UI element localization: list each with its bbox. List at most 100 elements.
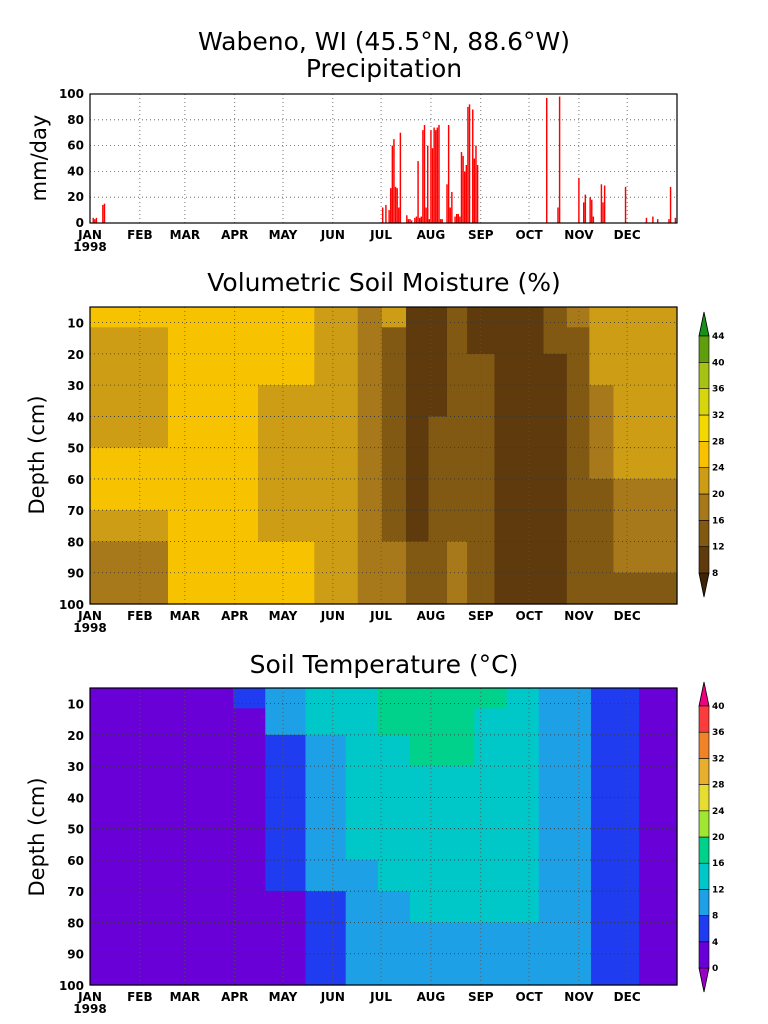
temperature-cell — [410, 891, 443, 924]
moisture-cell — [521, 478, 545, 511]
moisture-ytick: 100 — [59, 598, 84, 612]
moisture-xtick-oct: OCT — [515, 609, 543, 623]
precip-bar — [578, 177, 580, 223]
precip-bar — [95, 217, 98, 223]
moisture-colorbar-label: 12 — [712, 543, 725, 553]
temperature-cell — [663, 953, 678, 986]
moisture-ytick: 80 — [67, 535, 84, 549]
moisture-cell — [589, 447, 615, 480]
moisture-cell — [208, 478, 259, 511]
precip-bar — [449, 207, 451, 223]
precip-bar — [624, 186, 627, 223]
precip-bar — [102, 204, 104, 223]
moisture-cell — [357, 416, 383, 449]
temperature-cell — [566, 859, 592, 892]
moisture-cell — [589, 353, 615, 386]
temperature-cell — [474, 891, 508, 924]
moisture-cell — [566, 416, 590, 449]
moisture-xtick-jun: JUN — [320, 609, 345, 623]
temperature-cell — [639, 708, 664, 736]
temperature-cell — [265, 708, 307, 736]
temperature-cell — [566, 734, 592, 767]
precip-xtick-jun: JUN — [320, 228, 345, 242]
moisture-cell — [663, 510, 678, 543]
moisture-cell — [447, 510, 468, 543]
temperature-cell — [663, 859, 678, 892]
temperature-ytick: 50 — [67, 823, 84, 837]
precip-bar — [399, 132, 402, 223]
precip-ytick: 0 — [76, 216, 84, 230]
temperature-cell — [305, 734, 347, 767]
moisture-cell — [447, 478, 468, 511]
moisture-cell — [663, 353, 678, 386]
temperature-cell — [639, 734, 664, 767]
moisture-cell — [121, 353, 169, 386]
precip-bar — [417, 161, 419, 223]
moisture-cell — [121, 416, 169, 449]
moisture-cell — [613, 416, 640, 449]
temperature-cell — [184, 953, 234, 986]
moisture-cell — [314, 416, 359, 449]
temperature-cell — [90, 734, 122, 767]
moisture-xtick-nov: NOV — [564, 609, 594, 623]
moisture-cell — [314, 510, 359, 543]
precip-bar — [467, 106, 469, 223]
temperature-cell — [265, 922, 307, 955]
moisture-ytick: 90 — [67, 567, 84, 581]
moisture-cell — [90, 385, 122, 418]
precip-bar — [418, 217, 421, 223]
temperature-cell — [538, 828, 568, 861]
moisture-cell — [258, 327, 315, 355]
temperature-cell — [265, 859, 307, 892]
temperature-cell — [663, 922, 678, 955]
moisture-cell — [639, 541, 664, 574]
precip-xtick-jul: JUL — [369, 228, 392, 242]
precip-ytick: 20 — [67, 190, 84, 204]
temperature-ylabel: Depth (cm) — [25, 777, 49, 896]
precip-bar — [407, 219, 410, 223]
precip-xtick-aug: AUG — [417, 228, 446, 242]
moisture-cell — [663, 478, 678, 511]
temperature-ytick: 40 — [67, 791, 84, 805]
temperature-cell — [305, 708, 347, 736]
temperature-cell — [410, 828, 443, 861]
temperature-cell — [442, 734, 475, 767]
moisture-colorbar-segment — [698, 572, 710, 598]
temperature-cell — [121, 953, 186, 986]
temperature-cell — [474, 859, 508, 892]
temperature-xtick-year: 1998 — [73, 1002, 106, 1016]
moisture-cell — [381, 416, 407, 449]
moisture-cell — [357, 307, 383, 328]
moisture-colorbar-label: 8 — [712, 569, 718, 579]
moisture-cell — [447, 572, 468, 605]
temperature-colorbar-segment — [698, 705, 710, 733]
moisture-cell — [258, 353, 315, 386]
moisture-cell — [121, 572, 169, 605]
moisture-cell — [406, 385, 430, 418]
temperature-cell — [590, 953, 616, 986]
temperature-cell — [538, 688, 568, 709]
moisture-cell — [589, 327, 615, 355]
temperature-cell — [345, 922, 379, 955]
temperature-ytick: 100 — [59, 979, 84, 993]
moisture-cell — [357, 353, 383, 386]
precip-bar — [103, 203, 106, 223]
moisture-cell — [208, 416, 259, 449]
moisture-xtick-year: 1998 — [73, 621, 106, 635]
temperature-cell — [566, 891, 592, 924]
precip-bar — [433, 127, 435, 223]
moisture-xtick-jul: JUL — [369, 609, 392, 623]
precip-bar — [472, 109, 474, 223]
temperature-cell — [377, 891, 411, 924]
precip-bar — [656, 219, 659, 223]
temperature-cell — [442, 859, 475, 892]
temperature-ytick: 90 — [67, 948, 84, 962]
precip-bar — [425, 207, 427, 223]
precip-bar — [451, 192, 453, 223]
precip-bar — [94, 219, 96, 223]
moisture-cell — [639, 353, 664, 386]
temperature-cell — [663, 734, 678, 767]
precip-bar — [455, 213, 458, 223]
temperature-cell — [377, 922, 411, 955]
temperature-xtick-sep: SEP — [468, 990, 494, 1004]
